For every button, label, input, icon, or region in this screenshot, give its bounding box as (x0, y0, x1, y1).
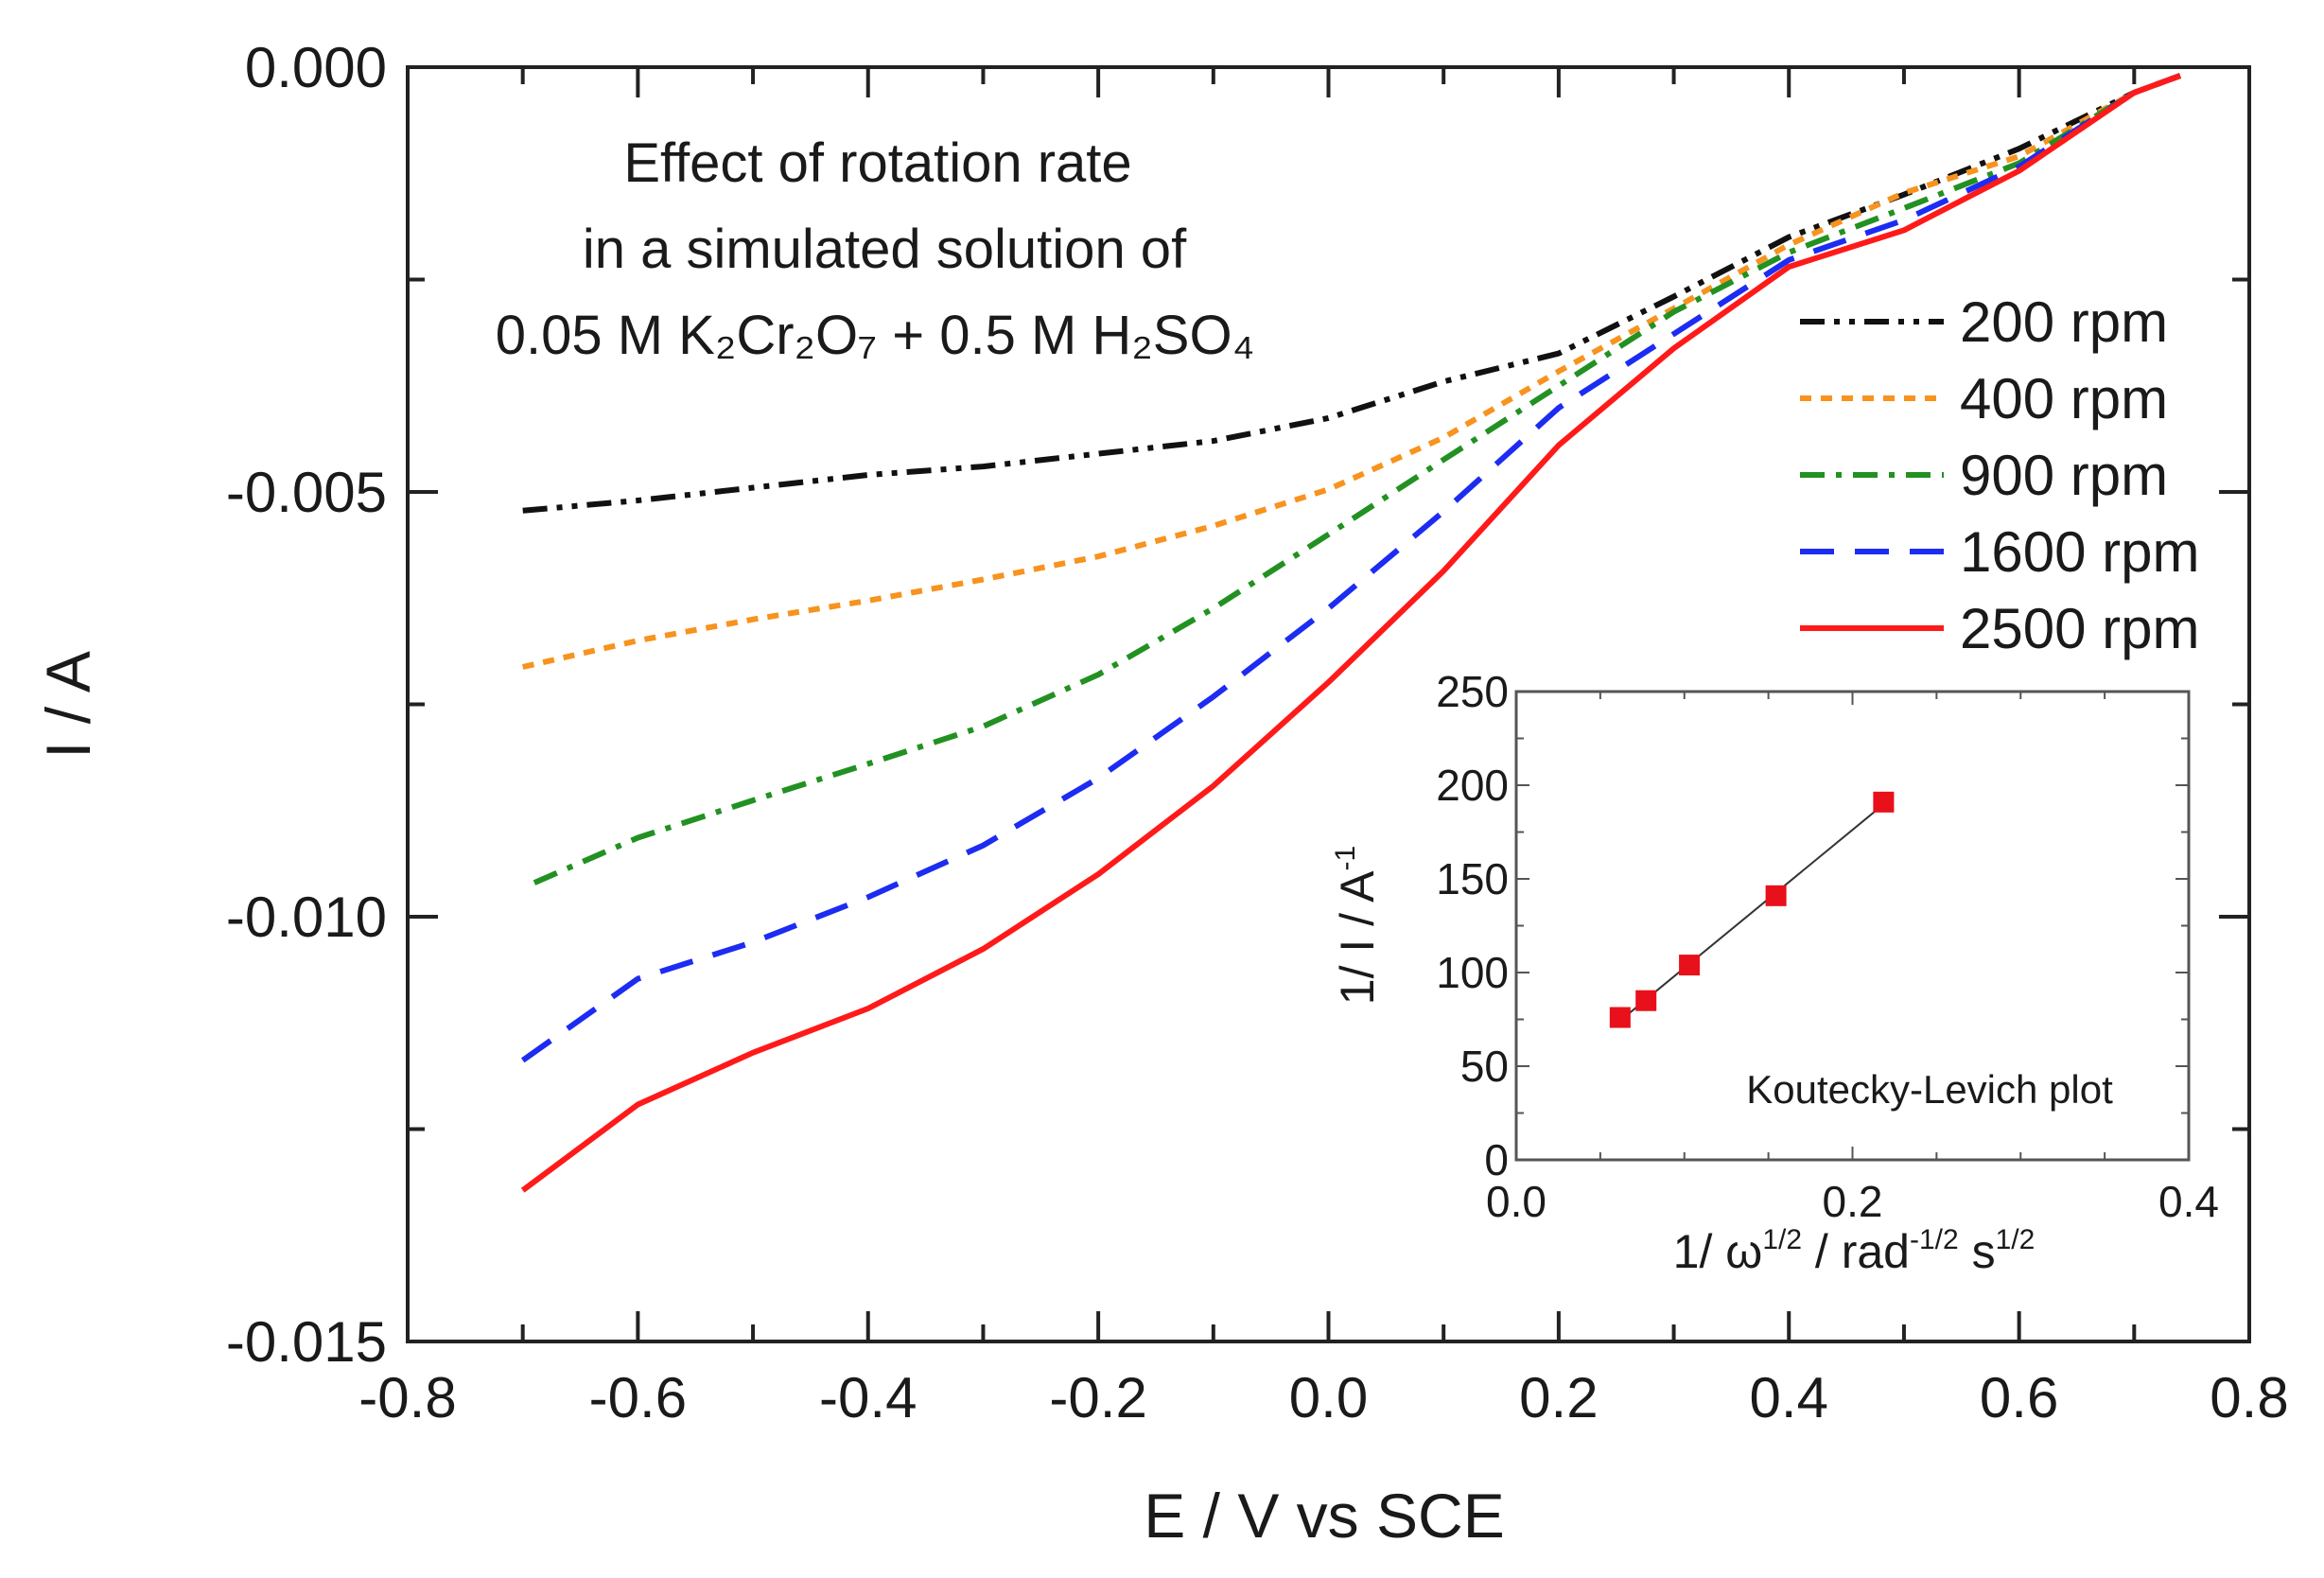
x-tick-label: 0.8 (2210, 1366, 2288, 1429)
inset-frame (1514, 690, 2191, 1162)
inset-fit-line (1619, 803, 1885, 1022)
x-tick-label: -0.6 (589, 1366, 687, 1429)
annotation-line-3: 0.05 M K₂Cr₂O₇ + 0.5 M H₂SO₄ (496, 305, 1255, 366)
series-line-2500-rpm (520, 73, 2182, 1193)
annotation-text: Effect of rotation rate in a simulated s… (496, 132, 1255, 366)
x-tick-label: -0.4 (819, 1366, 917, 1429)
series-line-1600-rpm (520, 73, 2182, 1063)
inset-x-axis-label: 1/ ω1/2 / rad-1/2 s1/2 (1673, 1224, 2036, 1278)
legend-label: 200 rpm (1960, 290, 2168, 354)
legend-label: 1600 rpm (1960, 520, 2199, 584)
main-plot: -0.8 -0.6 -0.4 -0.2 0.0 0.2 0.4 0.6 0.8 0.000 -0.0… (33, 36, 2289, 1551)
legend: 200 rpm 400 rpm 900 rpm 1600 rpm 2500 rpm (1800, 290, 2199, 660)
plot-frame (406, 65, 2251, 1343)
x-tick-label: -0.8 (358, 1366, 456, 1429)
x-tick-label: -0.2 (1049, 1366, 1146, 1429)
annotation-line-1: Effect of rotation rate (623, 132, 1131, 194)
superscript: -1 (1330, 846, 1361, 871)
superscript: 1/2 (1996, 1224, 2036, 1255)
y-tick-label: -0.005 (226, 461, 387, 524)
inset-y-tick-label: 150 (1436, 854, 1509, 903)
superscript: 1/2 (1762, 1224, 1802, 1255)
legend-label: 400 rpm (1960, 367, 2168, 430)
label-part: 1/ I / A (1331, 870, 1384, 1005)
label-part: 1/ ω (1673, 1225, 1763, 1278)
y-axis-label: I / A (33, 651, 103, 759)
series-line-400-rpm (522, 73, 2182, 670)
inset-data-point (1873, 791, 1895, 813)
x-tick-label: 0.2 (1519, 1366, 1598, 1429)
x-axis-label: E / V vs SCE (1144, 1481, 1504, 1551)
inset-data-point (1679, 955, 1701, 976)
inset-y-tick-label: 250 (1436, 667, 1509, 716)
series-line-900-rpm (533, 73, 2182, 885)
inset-y-tick-label: 100 (1436, 948, 1509, 997)
x-tick-label: 0.0 (1289, 1366, 1368, 1429)
inset-data-point (1765, 885, 1787, 906)
label-part: s (1959, 1225, 1996, 1278)
inset-title: Koutecky-Levich plot (1746, 1067, 2113, 1112)
label-part: / rad (1802, 1225, 1910, 1278)
inset-y-axis-label: 1/ I / A-1 (1330, 846, 1384, 1005)
y-tick-label: 0.000 (245, 36, 387, 99)
x-tick-label: 0.6 (1980, 1366, 2058, 1429)
inset-x-tick-label: 0.0 (1486, 1177, 1546, 1226)
y-tick-label: -0.010 (226, 885, 387, 949)
legend-label: 900 rpm (1960, 444, 2168, 507)
inset-y-tick-label: 0 (1484, 1135, 1509, 1184)
inset-y-tick-label: 50 (1460, 1042, 1509, 1091)
inset-x-tick-label: 0.4 (2158, 1177, 2219, 1226)
series-line-200-rpm (522, 73, 2182, 514)
inset-y-tick-label: 200 (1436, 761, 1509, 810)
inset-data-point (1609, 1007, 1631, 1028)
superscript: -1/2 (1910, 1224, 1959, 1255)
annotation-line-2: in a simulated solution of (583, 219, 1187, 280)
inset-data-point (1635, 990, 1657, 1011)
inset-x-tick-label: 0.2 (1823, 1177, 1883, 1226)
y-tick-label: -0.015 (226, 1310, 387, 1374)
legend-label: 2500 rpm (1960, 597, 2199, 660)
x-tick-label: 0.4 (1750, 1366, 1828, 1429)
